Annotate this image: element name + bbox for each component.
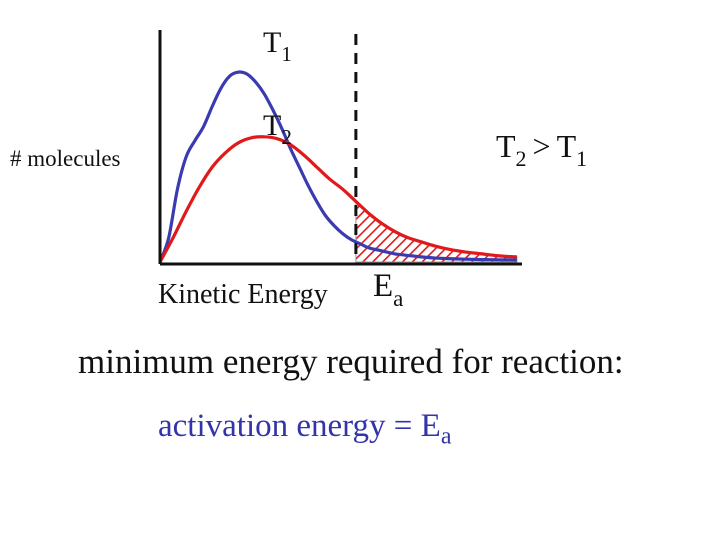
curve-t2 <box>158 135 517 263</box>
caption-minimum-energy: minimum energy required for reaction: <box>78 342 624 381</box>
t2-label: T2 <box>263 109 292 149</box>
temperature-relation: T2 > T1 <box>496 128 587 171</box>
y-axis-label: # molecules <box>10 146 121 171</box>
ea-label: Ea <box>373 268 403 311</box>
activation-energy-subscript: a <box>440 423 452 450</box>
curve-t1 <box>158 70 517 263</box>
t1-label: T1 <box>263 26 292 66</box>
x-axis-label: Kinetic Energy <box>158 279 328 310</box>
activation-energy-definition: activation energy = Ea <box>158 408 451 451</box>
activation-shaded-area <box>355 200 518 263</box>
activation-energy-text: activation energy = E <box>158 408 441 444</box>
